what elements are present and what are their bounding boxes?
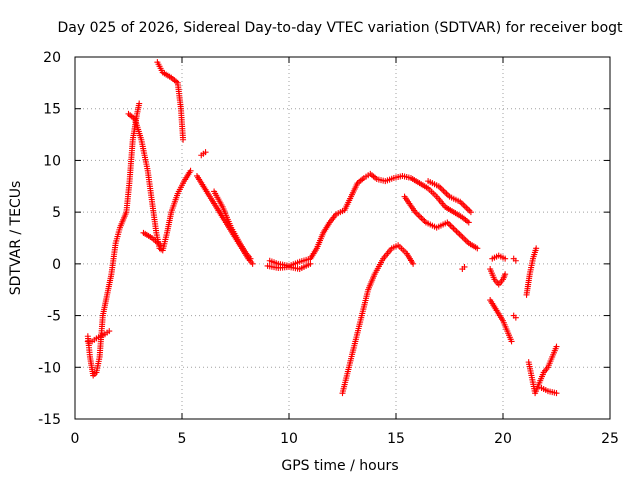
x-tick-label: 5 (178, 431, 187, 447)
data-point (410, 260, 417, 267)
data-point (465, 219, 472, 226)
data-point (452, 226, 459, 233)
y-tick-labels: -15 -10 -5 0 5 10 15 20 (38, 50, 61, 428)
data-point (458, 232, 465, 239)
series-arc-f (198, 149, 209, 159)
data-point (249, 260, 256, 267)
data-point (466, 207, 473, 214)
y-tick-label: 15 (43, 102, 61, 118)
data-point (413, 210, 420, 217)
data-point (247, 255, 254, 262)
series-arc-s (523, 245, 540, 298)
series-arc-h (211, 188, 254, 262)
data-point (157, 242, 164, 249)
data-point (461, 235, 468, 242)
x-tick-label: 20 (494, 431, 512, 447)
series-arc-d (140, 229, 164, 249)
series-arc-e (154, 59, 187, 143)
series-arc-t (525, 343, 560, 397)
series-arc-a (84, 100, 143, 379)
data-point (460, 201, 467, 208)
series-arc-p (489, 252, 509, 262)
y-tick-label: 10 (43, 153, 61, 169)
data-point (136, 100, 143, 107)
y-axis-label: SDTVAR / TECUs (8, 181, 24, 296)
series-arc-j (264, 260, 314, 273)
series-arc-v (510, 312, 519, 321)
x-tick-label: 10 (280, 431, 298, 447)
data-points (84, 59, 560, 397)
x-tick-label: 25 (601, 431, 619, 447)
series-arc-b (84, 328, 113, 345)
plot-frame (74, 56, 611, 420)
data-point (415, 212, 422, 219)
series-arc-m (425, 178, 474, 216)
data-point (438, 186, 445, 193)
data-point (512, 314, 519, 321)
series-arc-n (459, 263, 468, 273)
data-point (307, 260, 314, 267)
data-point (502, 255, 509, 262)
series-arc-i (266, 170, 472, 269)
series-arc-c (125, 110, 194, 254)
data-point (553, 390, 560, 397)
data-point (106, 328, 113, 335)
data-point (202, 149, 209, 156)
data-point (463, 204, 470, 211)
series-arc-u (538, 384, 560, 397)
data-point (462, 237, 469, 244)
data-point (502, 271, 509, 278)
data-point (418, 215, 425, 222)
x-tick-labels: 0 5 10 15 20 25 (71, 431, 619, 447)
data-point (450, 225, 457, 232)
data-point (448, 223, 455, 230)
y-tick-label: -5 (47, 309, 61, 325)
series-arc-l (401, 193, 481, 252)
y-tick-label: 0 (52, 257, 61, 273)
y-tick-label: 5 (52, 205, 61, 221)
data-point (445, 220, 452, 227)
data-point (440, 187, 447, 194)
data-point (187, 167, 194, 174)
x-tick-label: 0 (71, 431, 80, 447)
x-tick-label: 15 (387, 431, 405, 447)
series-arc-o (487, 266, 509, 288)
y-tick-label: -10 (38, 360, 61, 376)
data-point (508, 338, 515, 345)
data-point (441, 189, 448, 196)
data-point (512, 257, 519, 264)
data-point (443, 190, 450, 197)
series-arc-q (487, 297, 515, 345)
data-point (461, 203, 468, 210)
series-arc-r (510, 255, 519, 264)
y-tick-label: -15 (38, 412, 61, 428)
series-arc-k (339, 242, 417, 397)
data-point (464, 206, 471, 213)
x-axis-label: GPS time / hours (281, 458, 398, 474)
y-tick-label: 20 (43, 50, 61, 66)
data-point (456, 231, 463, 238)
data-point (455, 229, 462, 236)
data-point (467, 209, 474, 216)
data-point (459, 234, 466, 241)
data-point (474, 245, 481, 252)
data-point (447, 222, 454, 229)
data-point (453, 228, 460, 235)
data-point (553, 343, 560, 350)
data-point (461, 263, 468, 270)
data-point (533, 245, 540, 252)
data-point (419, 216, 426, 223)
chart-title: Day 025 of 2026, Sidereal Day-to-day VTE… (57, 20, 623, 36)
data-point (180, 136, 187, 143)
data-point (416, 213, 423, 220)
